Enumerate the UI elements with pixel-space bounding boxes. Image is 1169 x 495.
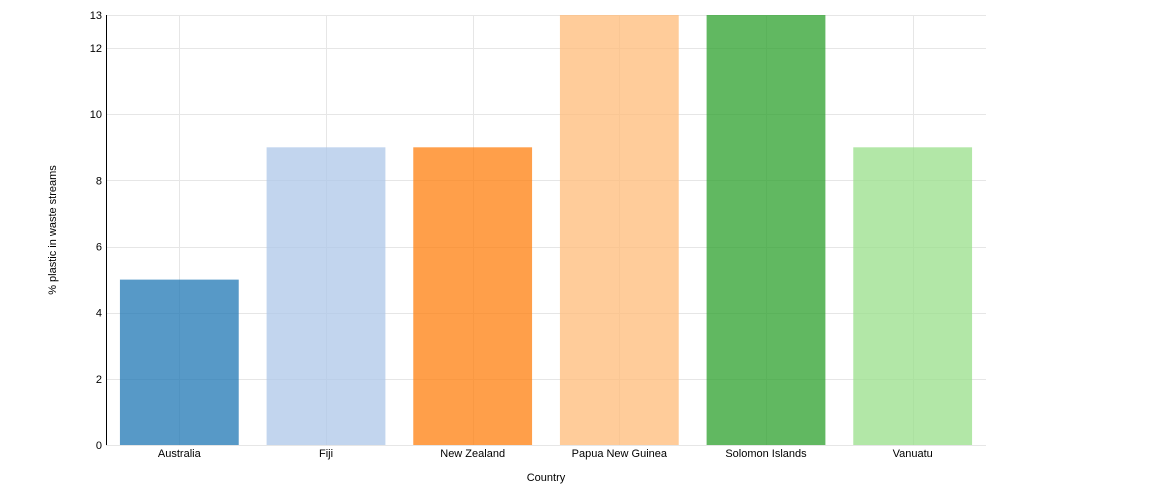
y-tick-label: 10 xyxy=(90,109,102,121)
y-tick-label: 0 xyxy=(96,440,102,452)
bar-new-zealand xyxy=(413,147,533,446)
bar-papua-new-guinea xyxy=(559,15,679,445)
bar-vanuatu xyxy=(853,147,973,446)
y-tick-label: 12 xyxy=(90,43,102,55)
x-tick-label: New Zealand xyxy=(440,448,505,460)
x-tick-label: Solomon Islands xyxy=(725,448,807,460)
x-tick-label: Vanuatu xyxy=(893,448,933,460)
y-tick-label: 6 xyxy=(96,242,102,254)
x-tick-label: Papua New Guinea xyxy=(572,448,668,460)
bar-australia xyxy=(119,279,239,445)
y-tick-label: 4 xyxy=(96,308,102,320)
x-axis-title: Country xyxy=(527,472,566,484)
y-tick-label: 8 xyxy=(96,175,102,187)
x-axis-ticks: Australia Fiji New Zealand Papua New Guinea… xyxy=(158,448,933,460)
y-axis-title: % plastic in waste streams xyxy=(47,165,59,295)
bar-fiji xyxy=(266,147,386,446)
y-tick-label: 13 xyxy=(90,10,102,22)
x-tick-label: Australia xyxy=(158,448,202,460)
y-gridlines xyxy=(106,15,986,446)
y-axis-ticks: 0 2 4 6 8 10 12 13 xyxy=(90,10,102,452)
x-tick-label: Fiji xyxy=(319,448,333,460)
bar-solomon-islands xyxy=(706,15,826,445)
y-tick-label: 2 xyxy=(96,374,102,386)
bars-group xyxy=(119,15,973,446)
